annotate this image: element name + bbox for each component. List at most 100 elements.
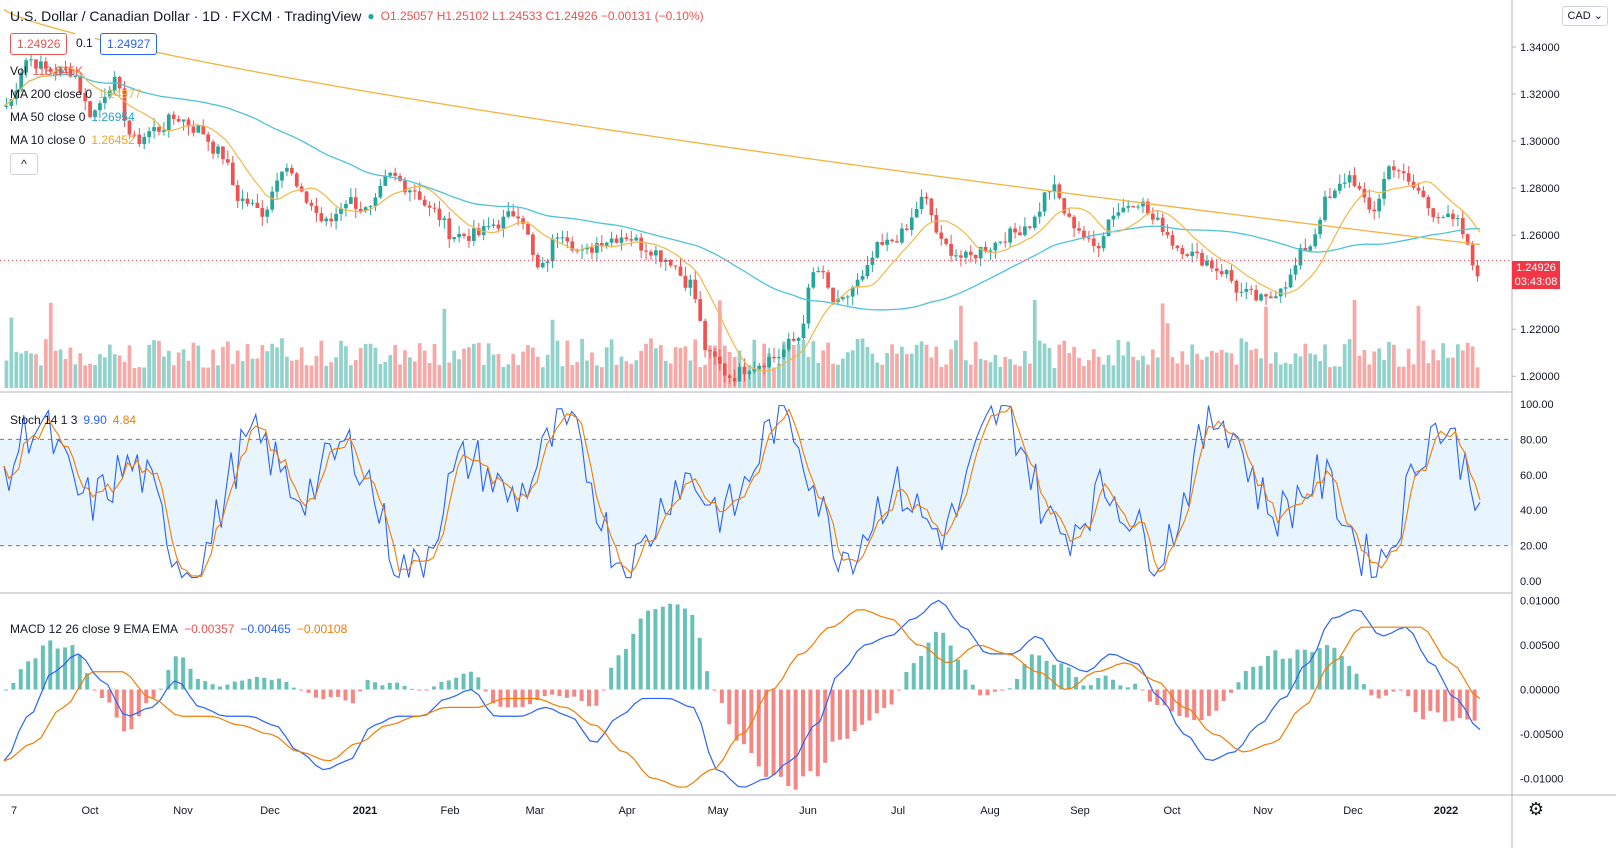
candle-body xyxy=(1210,260,1214,269)
candle-body xyxy=(1027,226,1032,228)
candle-body xyxy=(1141,201,1145,207)
macd-histogram-bar xyxy=(1236,682,1241,690)
macd-histogram-bar xyxy=(1051,664,1056,690)
volume-bar xyxy=(117,355,122,388)
volume-bar xyxy=(393,345,397,388)
candle-body xyxy=(1057,184,1062,199)
candle-body xyxy=(457,233,461,238)
candle-body xyxy=(221,146,225,160)
candle-body xyxy=(609,238,614,243)
candle-body xyxy=(688,279,693,288)
volume-bar xyxy=(1273,352,1278,388)
candle-body xyxy=(255,202,260,209)
legend-ma50[interactable]: MA 50 close 0 1.26954 xyxy=(10,110,135,124)
macd-histogram-bar xyxy=(646,610,651,690)
collapse-legend-button[interactable]: ^ xyxy=(10,153,38,175)
candle-body xyxy=(1426,196,1431,209)
candle-body xyxy=(909,217,914,230)
candle-body xyxy=(496,224,501,229)
candle-body xyxy=(604,242,609,247)
volume-bar xyxy=(157,340,161,388)
candle-body xyxy=(1446,213,1450,218)
candle-body xyxy=(890,239,894,242)
legend-ma10[interactable]: MA 10 close 0 1.26452 xyxy=(10,133,135,147)
macd-histogram-bar xyxy=(454,677,459,690)
volume-bar xyxy=(673,347,678,388)
volume-bar xyxy=(481,365,486,388)
volume-bar xyxy=(137,367,142,388)
candle-body xyxy=(1264,294,1268,297)
macd-histogram-bar xyxy=(911,663,916,690)
macd-histogram-bar xyxy=(232,681,237,690)
macd-histogram-bar xyxy=(1103,675,1108,690)
macd-histogram-bar xyxy=(1096,678,1101,690)
volume-bar xyxy=(1165,323,1170,388)
candle-body xyxy=(476,228,481,236)
volume-bar xyxy=(1023,350,1027,388)
macd-histogram-bar xyxy=(498,689,503,707)
candle-body xyxy=(235,185,240,201)
macd-histogram-bar xyxy=(926,642,931,690)
volume-bar xyxy=(865,346,870,388)
ma50-value: 1.26954 xyxy=(91,110,135,124)
volume-bar xyxy=(781,341,786,388)
candle-body xyxy=(1352,175,1357,186)
volume-bar xyxy=(904,353,909,388)
candle-body xyxy=(860,276,865,280)
candle-body xyxy=(344,203,348,209)
legend-stoch[interactable]: Stoch 14 1 3 9.90 4.84 xyxy=(10,413,136,427)
volume-bar xyxy=(663,360,668,388)
candle-body xyxy=(1008,228,1012,243)
candle-body xyxy=(1244,288,1249,292)
legend-vol[interactable]: Vol 118.845K xyxy=(10,64,83,78)
candle-body xyxy=(1131,206,1135,208)
volume-bar xyxy=(1460,350,1465,388)
volume-bar xyxy=(358,348,363,388)
candle-body xyxy=(624,237,629,240)
volume-bar xyxy=(516,365,520,388)
candle-body xyxy=(157,127,161,132)
symbol-title[interactable]: U.S. Dollar / Canadian Dollar · 1D · FXC… xyxy=(10,8,362,24)
volume-bar xyxy=(1200,359,1204,388)
candle-body xyxy=(575,250,580,252)
candle-body xyxy=(147,131,151,138)
stoch-k-line xyxy=(3,404,1481,579)
candle-body xyxy=(1106,219,1111,237)
volume-bar xyxy=(1249,350,1254,388)
volume-bar xyxy=(4,360,9,388)
candle-body xyxy=(831,287,835,302)
gear-icon[interactable]: ⚙ xyxy=(1527,799,1545,819)
volume-bar xyxy=(1333,366,1337,388)
candle-body xyxy=(1269,296,1273,299)
candle-body xyxy=(201,125,206,135)
volume-bar xyxy=(398,364,402,388)
candle-body xyxy=(663,259,668,262)
candle-body xyxy=(19,72,24,91)
volume-bar xyxy=(599,367,604,388)
macd-histogram-bar xyxy=(77,654,82,690)
macd-histogram-bar xyxy=(985,689,990,696)
volume-bar xyxy=(1224,352,1229,388)
macd-histogram-bar xyxy=(1258,665,1263,690)
volume-bar xyxy=(998,366,1003,388)
candle-body xyxy=(1062,198,1067,214)
volume-bar xyxy=(550,319,555,388)
legend-macd[interactable]: MACD 12 26 close 9 EMA EMA −0.00357 −0.004… xyxy=(10,622,347,636)
sell-button[interactable]: 1.24926 xyxy=(10,33,68,55)
candle-body xyxy=(590,247,594,253)
candle-body xyxy=(422,199,427,206)
candle-body xyxy=(959,255,963,258)
currency-button[interactable]: CAD ⌄ xyxy=(1562,6,1608,26)
volume-bar xyxy=(1264,306,1268,388)
macd-signal-line xyxy=(3,609,1481,788)
candle-body xyxy=(983,246,988,252)
macd-histogram-bar xyxy=(291,687,296,690)
candle-body xyxy=(1205,260,1209,266)
macd-histogram-bar xyxy=(1317,648,1322,690)
candle-body xyxy=(368,206,373,208)
volume-bar xyxy=(791,344,796,388)
legend-ma200[interactable]: MA 200 close 0 1.24977 xyxy=(10,87,141,101)
buy-button[interactable]: 1.24927 xyxy=(100,33,158,55)
